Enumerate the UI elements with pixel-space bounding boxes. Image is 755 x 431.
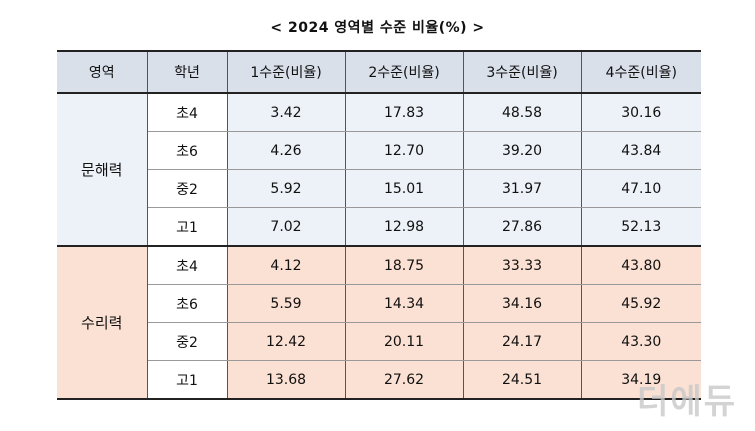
grade-cell: 초4 [146, 245, 228, 285]
header-row: 영역 학년 1수준(비율) 2수준(비율) 3수준(비율) 4수준(비율) [57, 50, 701, 94]
value-cell: 20.11 [344, 322, 464, 361]
grade-cell: 중2 [147, 322, 228, 361]
watermark-logo: 더에듀 [637, 382, 737, 422]
value-cell: 13.68 [226, 360, 346, 400]
grade-cell: 초6 [147, 284, 228, 323]
table-row: 문해력 초4 3.42 17.83 48.58 30.16 [57, 92, 701, 247]
grade-cell: 초4 [146, 92, 228, 132]
table-row: 초6 4.26 12.70 39.20 43.84 [57, 131, 701, 170]
value-cell: 48.58 [462, 92, 582, 132]
table-row: 초6 5.59 14.34 34.16 45.92 [57, 284, 701, 323]
level-ratio-table: 영역 학년 1수준(비율) 2수준(비율) 3수준(비율) 4수준(비율) 문해… [57, 50, 701, 400]
table-row: 중2 5.92 15.01 31.97 47.10 [57, 169, 701, 208]
value-cell: 43.80 [580, 245, 701, 285]
value-cell: 47.10 [580, 169, 701, 208]
grade-cell: 초6 [147, 131, 228, 170]
value-cell: 4.12 [226, 245, 346, 285]
value-cell: 3.42 [226, 92, 346, 132]
table-row: 중2 12.42 20.11 24.17 43.30 [57, 322, 701, 361]
value-cell: 4.26 [226, 131, 346, 170]
value-cell: 33.33 [462, 245, 582, 285]
grade-cell: 중2 [147, 169, 228, 208]
value-cell: 24.51 [462, 360, 582, 400]
grade-cell: 고1 [147, 360, 228, 400]
header-level-3: 3수준(비율) [462, 50, 582, 94]
value-cell: 27.86 [462, 207, 582, 247]
value-cell: 31.97 [462, 169, 582, 208]
grade-cell: 고1 [147, 207, 228, 247]
value-cell: 12.98 [344, 207, 464, 247]
area-label-literacy: 문해력 [57, 92, 148, 247]
value-cell: 34.16 [462, 284, 582, 323]
value-cell: 43.30 [580, 322, 701, 361]
value-cell: 18.75 [344, 245, 464, 285]
table-row: 수리력 초4 4.12 18.75 33.33 43.80 [57, 245, 701, 400]
value-cell: 45.92 [580, 284, 701, 323]
value-cell: 52.13 [580, 207, 701, 247]
value-cell: 30.16 [580, 92, 701, 132]
header-area: 영역 [57, 50, 148, 94]
table-title: < 2024 영역별 수준 비율(%) > [270, 20, 485, 36]
value-cell: 24.17 [462, 322, 582, 361]
table-row: 고1 7.02 12.98 27.86 52.13 [57, 207, 701, 247]
value-cell: 12.70 [344, 131, 464, 170]
header-level-4: 4수준(비율) [580, 50, 701, 94]
value-cell: 5.59 [226, 284, 346, 323]
header-grade: 학년 [146, 50, 228, 94]
value-cell: 5.92 [226, 169, 346, 208]
area-label-numeracy: 수리력 [57, 245, 148, 400]
value-cell: 43.84 [580, 131, 701, 170]
value-cell: 17.83 [344, 92, 464, 132]
header-level-2: 2수준(비율) [344, 50, 464, 94]
table-row: 고1 13.68 27.62 24.51 34.19 [57, 360, 701, 400]
value-cell: 27.62 [344, 360, 464, 400]
header-level-1: 1수준(비율) [226, 50, 346, 94]
value-cell: 14.34 [344, 284, 464, 323]
value-cell: 39.20 [462, 131, 582, 170]
value-cell: 15.01 [344, 169, 464, 208]
value-cell: 7.02 [226, 207, 346, 247]
value-cell: 34.19 [580, 360, 701, 400]
value-cell: 12.42 [226, 322, 346, 361]
